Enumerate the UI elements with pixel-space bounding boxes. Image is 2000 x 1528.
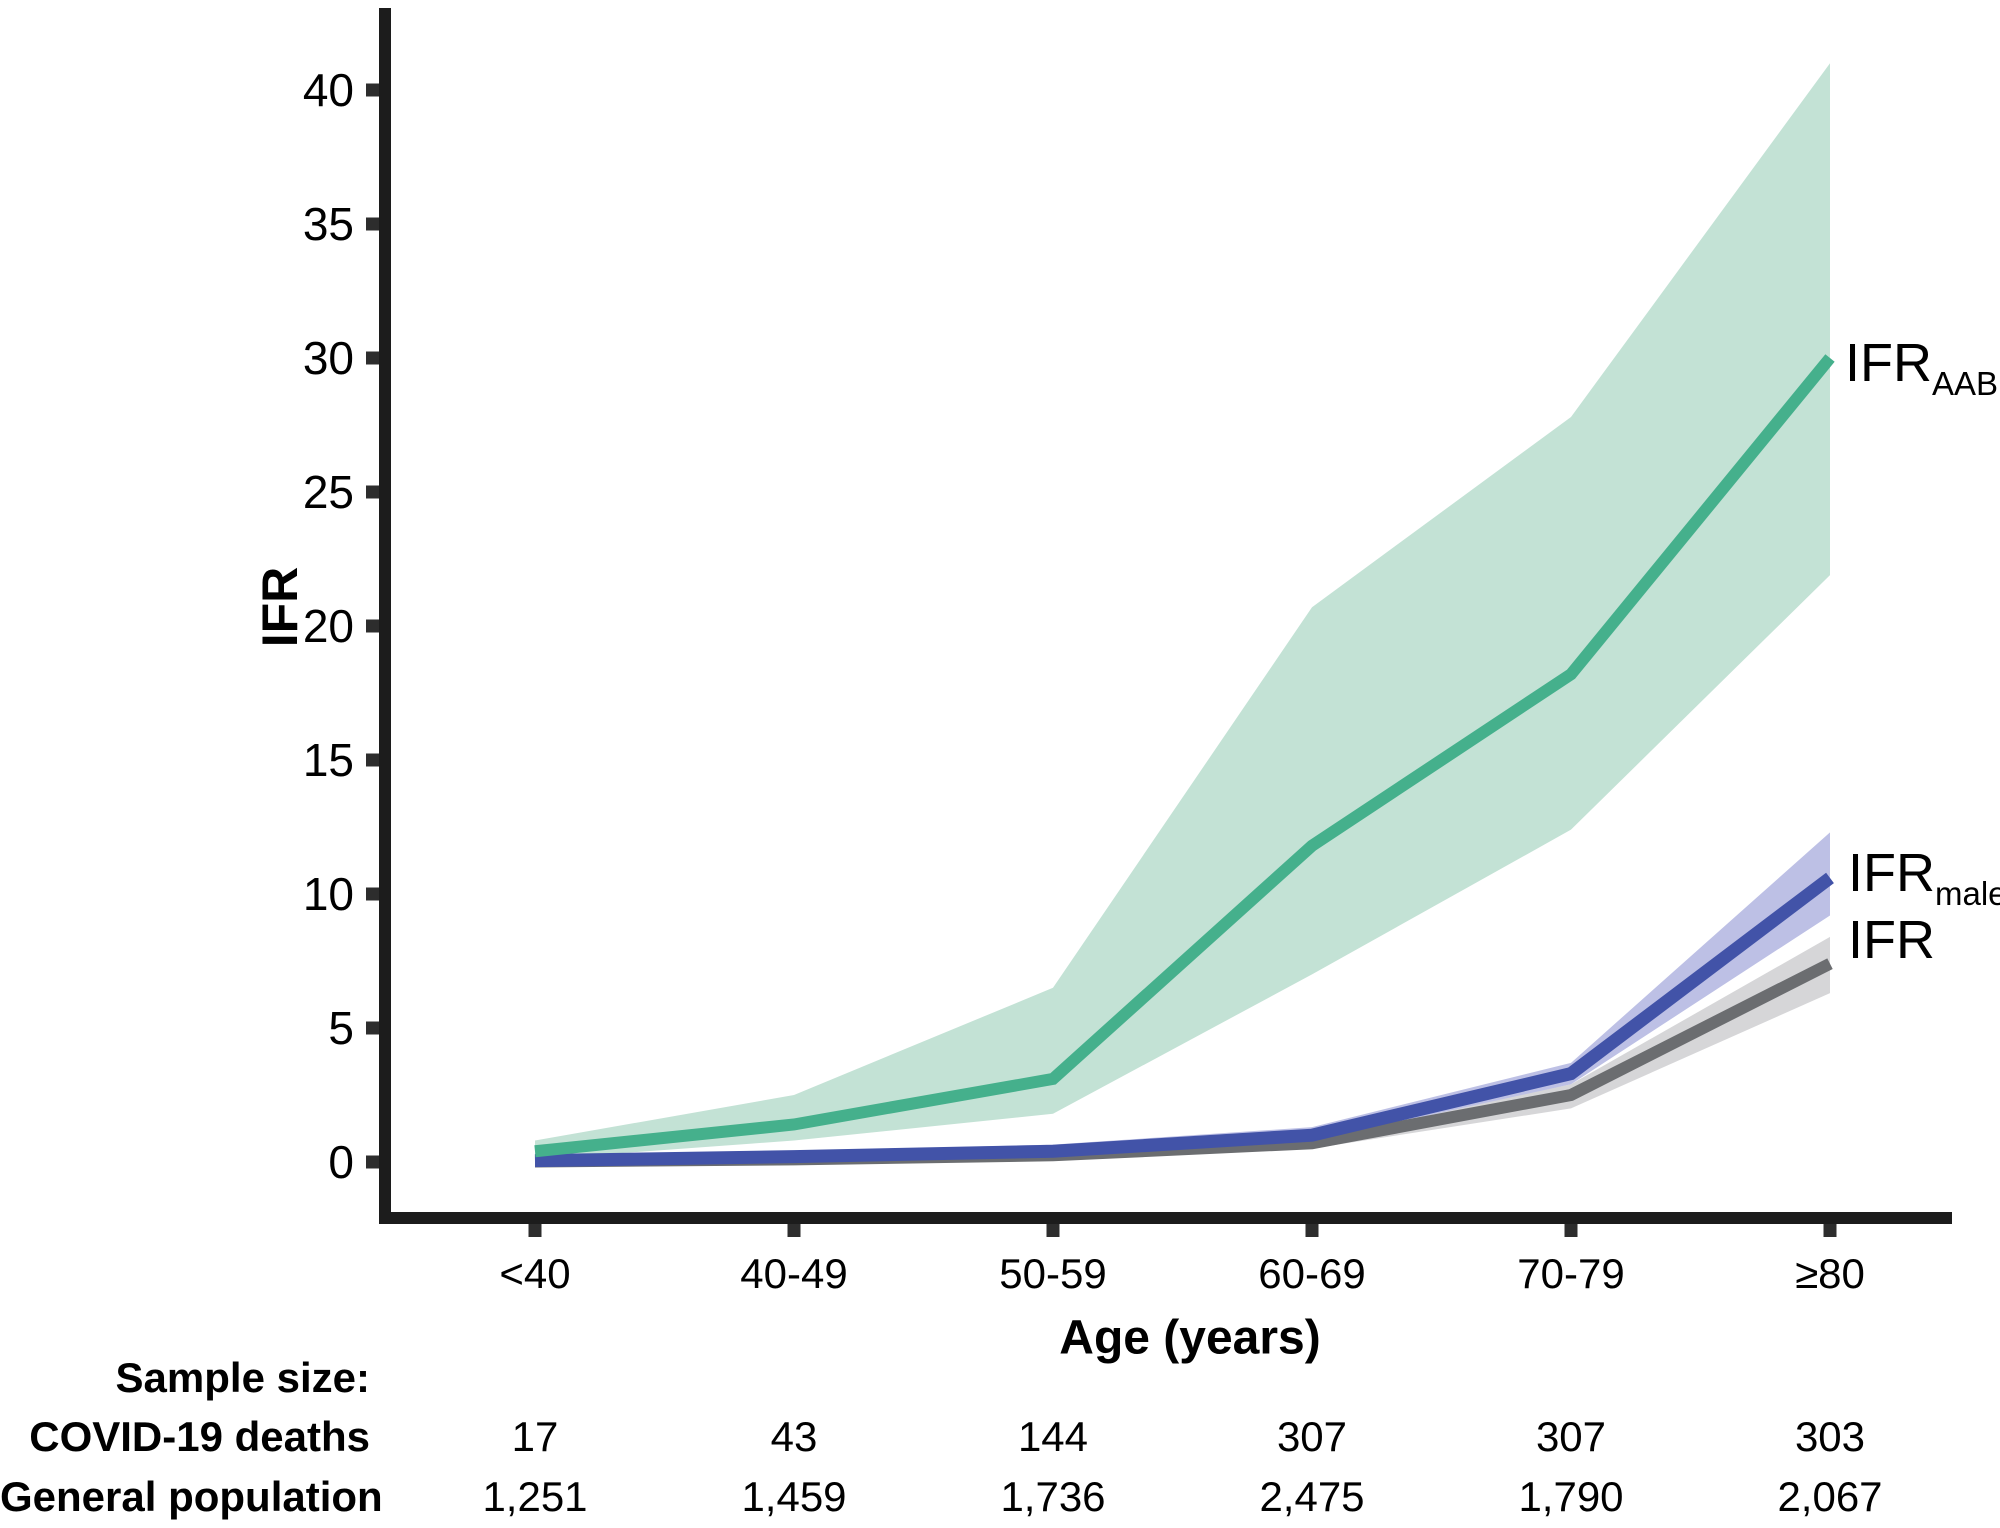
x-tick-label-0: <40 <box>499 1250 570 1297</box>
y-tick-0 <box>366 1155 379 1169</box>
y-tick-25 <box>366 485 379 499</box>
y-axis-title: IFR <box>252 566 308 648</box>
x-tick-5 <box>1823 1224 1837 1237</box>
sample-cell-deaths-3: 307 <box>1276 1413 1348 1460</box>
series-label-ifr: IFR <box>1848 913 1935 967</box>
y-tick-20 <box>366 619 379 633</box>
sample-cell-deaths-2: 144 <box>1017 1413 1089 1460</box>
y-tick-label-40: 40 <box>303 64 354 116</box>
series-label-ifr-main: IFR <box>1848 910 1935 970</box>
sample-cell-population-4: 1,790 <box>1518 1473 1624 1520</box>
y-tick-35 <box>366 217 379 231</box>
y-tick-label-15: 15 <box>303 734 354 786</box>
series-label-ifr-aab: IFRAAB <box>1845 333 1998 400</box>
y-tick-label-20: 20 <box>303 600 354 652</box>
y-tick-label-25: 25 <box>303 466 354 518</box>
x-tick-label-1: 40-49 <box>740 1250 847 1297</box>
sample-cell-deaths-5: 303 <box>1794 1413 1866 1460</box>
x-tick-label-3: 60-69 <box>1258 1250 1365 1297</box>
sample-cell-population-1: 1,459 <box>741 1473 847 1520</box>
y-tick-15 <box>366 753 379 767</box>
sample-cell-population-0: 1,251 <box>482 1473 588 1520</box>
x-tick-label-5: ≥80 <box>1795 1250 1865 1297</box>
x-tick-4 <box>1564 1224 1578 1237</box>
y-tick-label-35: 35 <box>303 198 354 250</box>
series-line-IFR_AAB <box>534 354 1835 1158</box>
x-tick-0 <box>528 1224 542 1237</box>
sample-cell-population-3: 2,475 <box>1259 1473 1365 1520</box>
y-tick-30 <box>366 351 379 365</box>
sample-cell-deaths-1: 43 <box>770 1413 818 1460</box>
series-label-ifr-aab-main: IFR <box>1845 333 1932 393</box>
y-tick-5 <box>366 1021 379 1035</box>
y-axis-spine <box>379 8 391 1224</box>
series-label-ifr-males-main: IFR <box>1848 843 1935 903</box>
x-axis-spine <box>379 1212 1952 1224</box>
y-tick-label-0: 0 <box>328 1136 354 1188</box>
sample-cell-deaths-4: 307 <box>1535 1413 1607 1460</box>
sample-cell-population-2: 1,736 <box>1000 1473 1106 1520</box>
covid-deaths-row-label: COVID-19 deaths <box>29 1413 370 1460</box>
sample-cell-deaths-0: 17 <box>511 1413 559 1460</box>
y-tick-label-10: 10 <box>303 868 354 920</box>
y-tick-label-5: 5 <box>328 1002 354 1054</box>
series-line-IFR_males <box>534 872 1834 1168</box>
ci-band-IFR_males <box>535 832 1830 1162</box>
general-population-row-label: General population <box>0 1473 383 1520</box>
x-tick-label-4: 70-79 <box>1517 1250 1624 1297</box>
series-label-ifr-males: IFRmales <box>1848 843 2000 910</box>
y-tick-10 <box>366 887 379 901</box>
y-tick-40 <box>366 83 379 97</box>
y-tick-label-30: 30 <box>303 332 354 384</box>
ci-band-IFR_AAB <box>535 63 1830 1160</box>
x-tick-2 <box>1046 1224 1060 1237</box>
x-tick-3 <box>1305 1224 1319 1237</box>
series-label-ifr-males-sub: males <box>1935 875 2000 912</box>
sample-cell-population-5: 2,067 <box>1777 1473 1883 1520</box>
x-tick-1 <box>787 1224 801 1237</box>
series-label-ifr-aab-sub: AAB <box>1932 365 1999 402</box>
x-axis-title: Age (years) <box>1059 1311 1321 1365</box>
sample-size-heading: Sample size: <box>115 1354 370 1401</box>
x-tick-label-2: 50-59 <box>999 1250 1106 1297</box>
